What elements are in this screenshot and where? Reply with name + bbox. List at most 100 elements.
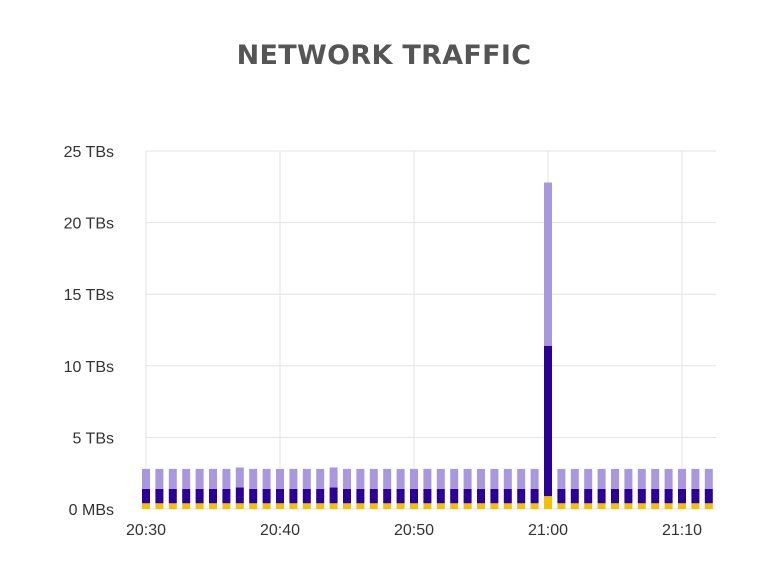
bar-segment-3 [369,468,378,489]
bar-segment-3 [209,468,217,489]
bar-segment-2 [316,488,325,504]
bar-segment-3 [450,468,459,489]
bar-segment-3 [155,468,164,489]
bar-segment-3 [235,467,244,488]
bar-segment-1 [155,503,164,509]
bar-segment-2 [329,487,338,504]
bar-segment-1 [276,503,284,509]
x-tick-label: 21:10 [662,522,702,539]
bar-segment-2 [289,488,298,504]
bar-segment-3 [490,468,499,489]
bar-segment-3 [624,468,633,489]
y-tick-label: 0 MBs [69,502,114,519]
bar-segment-1 [597,503,606,509]
bar-segment-1 [289,503,298,509]
bar-segment-2 [517,488,526,504]
bar-segment-1 [691,503,700,509]
axis-labels: 0 MBs 5 TBs 10 TBs 15 TBs 20 TBs 25 TBs 20:30 2… [64,144,703,539]
bar-segment-3 [410,468,418,489]
bar-segment-1 [503,503,512,509]
bar-segment-3 [637,468,646,489]
bar-segment-1 [450,503,459,509]
bar-segment-1 [316,503,325,509]
bar-segment-1 [369,503,378,509]
bar-segment-2 [155,488,164,504]
bar-segment-2 [195,488,204,504]
grid-lines [145,150,716,510]
y-tick-label: 25 TBs [64,144,114,161]
bar-segment-2 [262,488,271,504]
bar-segment-2 [544,345,552,497]
bar-segment-2 [611,488,619,504]
bar-segment-2 [182,488,191,504]
bar-segment-2 [557,488,566,504]
bar-segment-1 [544,496,552,509]
bar-segment-2 [463,488,472,504]
bar-segment-2 [651,488,660,504]
bar-segment-3 [651,468,660,489]
bar-segment-2 [436,488,445,504]
bar-segment-3 [597,468,606,489]
bar-segment-3 [383,468,392,489]
bar-segment-1 [570,503,579,509]
y-tick-label: 15 TBs [64,287,114,304]
bar-segment-3 [262,468,271,489]
bar-segment-3 [557,468,566,489]
bar-segment-1 [624,503,633,509]
bar-segment-3 [463,468,472,489]
bar-segment-1 [329,503,338,509]
bar-segment-1 [249,503,258,509]
bar-segment-3 [343,468,351,489]
bar-segment-1 [182,503,191,509]
bar-segment-1 [168,503,177,509]
bar-segment-3 [517,468,526,489]
bar-segment-2 [450,488,459,504]
bar-segment-3 [316,468,325,489]
bar-segment-1 [222,503,231,509]
bar-segment-3 [142,468,150,489]
bar-segment-1 [343,503,351,509]
bar-segment-2 [369,488,378,504]
bar-segment-3 [584,468,593,489]
bar-segment-2 [637,488,646,504]
bar-segment-3 [611,468,619,489]
bar-segment-2 [678,488,686,504]
bar-segment-3 [195,468,204,489]
bar-segment-2 [597,488,606,504]
bar-segment-1 [664,503,673,509]
bar-segment-3 [530,468,539,489]
bar-segment-2 [168,488,177,504]
bar-segment-1 [436,503,445,509]
bar-segment-3 [570,468,579,489]
bar-segment-2 [477,488,485,504]
chart-title: NETWORK TRAFFIC [236,40,532,71]
bar-segment-1 [463,503,472,509]
bar-segment-3 [544,182,552,346]
bar-segment-2 [410,488,418,504]
bar-segment-2 [396,488,405,504]
bar-segment-2 [570,488,579,504]
bar-segment-3 [503,468,512,489]
bar-segment-3 [302,468,311,489]
bar-segment-1 [396,503,405,509]
y-tick-label: 5 TBs [73,430,115,447]
bar-segment-1 [678,503,686,509]
bar-segment-2 [356,488,365,504]
bar-segment-1 [262,503,271,509]
bar-segment-2 [530,488,539,504]
bar-segment-2 [276,488,284,504]
bar-segment-2 [584,488,593,504]
bar-segment-2 [142,488,150,504]
y-tick-label: 10 TBs [64,359,114,376]
bar-segment-2 [235,487,244,504]
bar-segment-2 [704,488,713,504]
bar-segment-3 [691,468,700,489]
bar-segment-2 [209,488,217,504]
bar-segment-1 [423,503,432,509]
bar-segment-2 [503,488,512,504]
bar-segment-3 [289,468,298,489]
bar-segment-3 [396,468,405,489]
bar-segment-1 [410,503,418,509]
bar-segment-3 [436,468,445,489]
